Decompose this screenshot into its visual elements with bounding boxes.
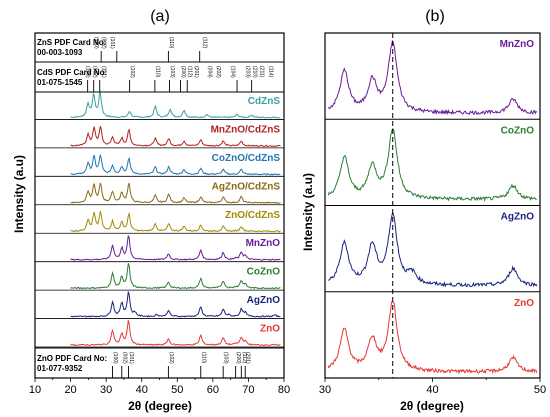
- zno-card-label-line2: 01-077-9352: [37, 364, 83, 373]
- hkl-index-label: (102): [129, 66, 135, 78]
- series-line-cozno-cdzns: [70, 154, 281, 176]
- cds-card-label-line1: CdS PDF Card No:: [37, 68, 107, 77]
- panel-b-x-ticks: 30 40 50: [319, 378, 546, 396]
- series-label: CoZnO: [247, 267, 281, 278]
- panel-b-label: (b): [425, 8, 445, 25]
- hkl-index-label: (100): [93, 37, 99, 49]
- panel-b: (b) 30 40 50 2θ (degree) Intensity (a.u) M…: [301, 8, 546, 413]
- series-line-zno: [327, 301, 538, 375]
- series-line-agzno-cdzns: [70, 182, 281, 204]
- x-tick-label: 40: [136, 384, 148, 396]
- hkl-index-label: (114): [267, 66, 273, 78]
- panel-b-series: MnZnO CoZnO AgZnO ZnO: [325, 33, 540, 378]
- x-tick-label: 40: [426, 384, 438, 396]
- series-label: AgZnO: [501, 212, 535, 223]
- hkl-index-label: (101): [109, 37, 115, 49]
- hkl-index-label: (002): [100, 37, 106, 49]
- panel-b-frame: [324, 32, 541, 379]
- series-label: MnZnO: [246, 238, 281, 249]
- hkl-index-label: (112): [241, 352, 247, 364]
- series-label: CoZnO/CdZnS: [212, 153, 281, 164]
- series-line-zno-cdzns: [70, 211, 281, 233]
- hkl-index-label: (103): [223, 352, 229, 364]
- series-label: CdZnS: [248, 96, 281, 107]
- hkl-index-label: (112): [202, 37, 208, 49]
- panel-b-y-axis-label: Intensity (a.u): [301, 173, 315, 251]
- hkl-index-label: (200): [180, 66, 186, 78]
- hkl-index-label: (002): [91, 66, 97, 78]
- hkl-index-label: (110): [200, 352, 206, 364]
- zns-card-label-line2: 00-003-1093: [37, 48, 83, 57]
- x-tick-label: 10: [29, 384, 41, 396]
- hkl-index-label: (201): [245, 352, 251, 364]
- hkl-index-label: (210): [251, 66, 257, 78]
- series-label: ZnO: [514, 298, 534, 309]
- x-tick-label: 30: [319, 384, 331, 396]
- x-tick-label: 30: [100, 384, 112, 396]
- hkl-index-label: (104): [229, 66, 235, 78]
- series-label: MnZnO: [500, 39, 535, 50]
- hkl-index-label: (101): [128, 352, 134, 364]
- panel-a-frame: [34, 32, 285, 379]
- zns-card-label-line1: ZnS PDF Card No:: [37, 38, 106, 47]
- series-line-cozno: [70, 263, 281, 290]
- x-tick-label: 80: [278, 384, 290, 396]
- hkl-index-label: (100): [84, 66, 90, 78]
- x-tick-label: 60: [207, 384, 219, 396]
- series-label: AgZnO: [247, 295, 281, 306]
- series-label: AgZnO/CdZnS: [212, 181, 281, 192]
- series-label: ZnO: [260, 324, 280, 335]
- series-line-agzno: [70, 291, 281, 318]
- hkl-index-label: (102): [168, 352, 174, 364]
- series-line-cozno: [327, 128, 537, 203]
- hkl-index-label: (101): [100, 66, 106, 78]
- panel-a: (a) 10 20 30 40 50 60 70 80 2θ (degree) Intensi…: [12, 8, 290, 413]
- panel-a-x-axis-label: 2θ (degree): [128, 399, 192, 413]
- hkl-index-label: (002): [121, 352, 127, 364]
- zns-reference-card: ZnS PDF Card No: 00-003-1093 (100) (002)(…: [37, 37, 208, 62]
- x-tick-label: 20: [64, 384, 76, 396]
- panel-a-x-ticks: 10 20 30 40 50 60 70 80: [29, 378, 290, 396]
- hkl-index-label: (004): [206, 66, 212, 78]
- hkl-index-label: (112): [187, 66, 193, 78]
- series-line-cdzns: [70, 90, 281, 119]
- panel-b-x-axis-label: 2θ (degree): [400, 399, 464, 413]
- series-line-mnzno-cdzns: [70, 126, 281, 147]
- cds-card-label-line2: 01-075-1545: [37, 78, 83, 87]
- hkl-index-label: (103): [169, 66, 175, 78]
- series-label: MnZnO/CdZnS: [211, 124, 281, 135]
- hkl-index-label: (110): [168, 37, 174, 49]
- zno-reference-card: ZnO PDF Card No: 01-077-9352 (100) (002)(…: [37, 352, 251, 378]
- x-tick-label: 70: [242, 384, 254, 396]
- panel-a-y-axis-label: Intensity (a.u): [12, 155, 26, 233]
- hkl-index-label: (201): [193, 66, 199, 78]
- x-tick-label: 50: [534, 384, 546, 396]
- hkl-index-label: (203): [244, 66, 250, 78]
- series-line-zno: [70, 320, 281, 347]
- series-line-mnzno: [327, 40, 538, 116]
- panel-a-series: CdZnS MnZnO/CdZnS CoZnO/CdZnS AgZnO/CdZnS Zn…: [35, 90, 284, 348]
- series-label: CoZnO: [501, 125, 535, 136]
- hkl-index-label: (100): [112, 352, 118, 364]
- x-tick-label: 50: [171, 384, 183, 396]
- hkl-index-label: (202): [215, 66, 221, 78]
- cds-reference-card: CdS PDF Card No: 01-075-1545 (100) (002)(…: [37, 66, 273, 92]
- hkl-index-label: (200): [235, 352, 241, 364]
- zno-card-label-line1: ZnO PDF Card No:: [37, 354, 107, 363]
- hkl-index-label: (211): [259, 66, 265, 78]
- panel-a-label: (a): [150, 8, 170, 25]
- series-label: ZnO/CdZnS: [225, 210, 280, 221]
- series-line-agzno: [327, 212, 538, 288]
- series-line-mnzno: [70, 235, 281, 261]
- hkl-index-label: (110): [154, 66, 160, 78]
